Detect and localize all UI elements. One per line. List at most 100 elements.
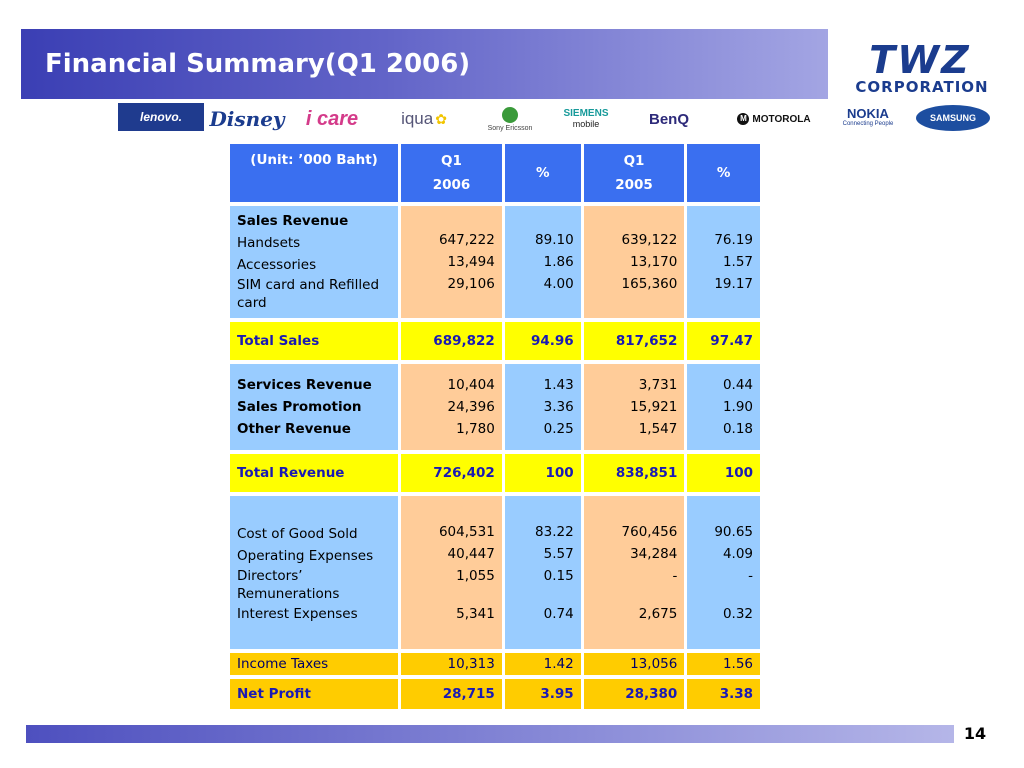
services-revenue-pct-2005: 0.44: [722, 377, 753, 393]
net-profit-row: Net Profit 28,715 3.95 28,380 3.38: [230, 679, 760, 713]
sim-card-q1-2006: 29,106: [447, 276, 495, 292]
net-profit-q1-2005: 28,380: [583, 679, 688, 713]
sales-promotion-label: Sales Promotion: [237, 399, 362, 415]
other-revenue-q1-2006-value: 1,780: [456, 421, 495, 437]
income-taxes-pct-2006: 1.42: [504, 653, 584, 679]
services-revenue-label: Services Revenue: [237, 377, 372, 393]
handsets-label: Handsets: [237, 235, 301, 251]
sim-card-label: SIM card and Refilled card: [237, 277, 380, 311]
footer-bar: [26, 725, 954, 743]
income-taxes-label: Income Taxes: [230, 653, 402, 679]
total-revenue-pct-2005: 100: [687, 454, 760, 496]
motorola-batwing-icon: M: [737, 113, 750, 125]
disney-logo: Disney: [209, 107, 285, 131]
spacer: [408, 215, 495, 229]
total-revenue-q1-2006: 726,402: [401, 454, 505, 496]
expenses-section: Cost of Good Sold Operating Expenses Dir…: [230, 496, 760, 653]
header-q1-2006-quarter: Q1: [441, 153, 462, 169]
expenses-pct-2005: 90.65 4.09 - 0.32: [687, 496, 760, 653]
sony-ericsson-text: Sony Ericsson: [487, 124, 533, 132]
interest-expenses-label: Interest Expenses: [237, 606, 358, 622]
flower-icon: ✿: [435, 110, 447, 127]
nokia-slogan: Connecting People: [842, 121, 894, 127]
spacer: [694, 215, 753, 229]
header-q1-2006: Q1 2006: [401, 144, 505, 206]
handsets-pct-2005: 76.19: [714, 232, 753, 248]
header-q1-2005-year: 2005: [615, 177, 653, 193]
sales-promotion-q1-2005: 15,921: [630, 399, 678, 415]
handsets-q1-2006: 647,222: [438, 232, 495, 248]
cogs-q1-2005: 760,456: [621, 524, 678, 540]
cogs-pct-2006: 83.22: [535, 524, 574, 540]
header-unit: (Unit: ’000 Baht): [230, 144, 402, 206]
brand-logo-strip: lenovo. Disney i care iqua ✿ Sony Ericsso…: [118, 101, 998, 139]
accessories-q1-2005: 13,170: [630, 254, 678, 270]
corp-logo-name: TWZ: [869, 38, 971, 82]
total-revenue-row: Total Revenue 726,402 100 838,851 100: [230, 454, 760, 496]
motorola-logo: M MOTOROLA: [726, 101, 822, 137]
siemens-mobile-logo: SIEMENS mobile: [554, 101, 618, 137]
expenses-labels: Cost of Good Sold Operating Expenses Dir…: [230, 496, 402, 653]
cogs-pct-2005: 90.65: [714, 524, 753, 540]
net-profit-pct-2005: 3.38: [687, 679, 760, 713]
directors-remunerations-label: Directors’ Remunerations: [237, 568, 340, 602]
operating-expenses-q1-2006: 40,447: [447, 546, 495, 562]
spacer: [694, 295, 753, 309]
other-revenue-pct-2005-value: 0.18: [722, 421, 753, 437]
other-revenue-q1-2005-value: 1,547: [638, 421, 678, 437]
expenses-q1-2006: 604,531 40,447 1,055 5,341: [401, 496, 505, 653]
sales-promotion-q1-2006: 24,396: [447, 399, 495, 415]
operating-expenses-label: Operating Expenses: [237, 548, 374, 564]
sim-card-pct-2005: 19.17: [714, 276, 753, 292]
sony-ericsson-ball-icon: [502, 106, 518, 123]
operating-expenses-pct-2006: 5.57: [543, 546, 574, 562]
net-profit-pct-2006: 3.95: [504, 679, 584, 713]
spacer: [512, 215, 574, 229]
benq-logo: BenQ: [648, 110, 689, 128]
siemens-text: SIEMENS: [563, 108, 609, 119]
other-revenue-labels: Services Revenue Sales Promotion Other R…: [230, 364, 402, 454]
spacer: [512, 295, 574, 309]
services-revenue-q1-2005: 3,731: [638, 377, 678, 393]
page-number: 14: [963, 724, 987, 743]
other-revenue-q1-2006: 10,404 24,396 1,780: [401, 364, 505, 454]
total-sales-q1-2005: 817,652: [583, 322, 688, 364]
cogs-q1-2006: 604,531: [438, 524, 495, 540]
sim-card-pct-2006: 4.00: [543, 276, 574, 292]
net-profit-label: Net Profit: [230, 679, 402, 713]
sales-revenue-pct-2005: 76.19 1.57 19.17: [687, 206, 760, 322]
sales-revenue-pct-2006: 89.10 1.86 4.00: [504, 206, 584, 322]
header-q1-2006-year: 2006: [432, 177, 471, 193]
total-revenue-pct-2006: 100: [504, 454, 584, 496]
accessories-pct-2005: 1.57: [722, 254, 753, 270]
handsets-pct-2006: 89.10: [535, 232, 574, 248]
twz-corporation-logo: TWZ CORPORATION: [836, 40, 1004, 100]
directors-remunerations-pct-2005: -: [748, 568, 753, 584]
income-taxes-pct-2005: 1.56: [687, 653, 760, 679]
directors-remunerations-pct-2006: 0.15: [543, 568, 574, 584]
financial-summary-table: (Unit: ’000 Baht) Q1 2006 % Q1 2005 % Sa…: [230, 144, 760, 713]
interest-expenses-q1-2006: 5,341: [456, 606, 495, 622]
nokia-logo: NOKIA Connecting People: [834, 101, 902, 137]
header-pct-2006: %: [504, 144, 584, 206]
directors-remunerations-q1-2006: 1,055: [456, 568, 495, 584]
page-title: Financial Summary(Q1 2006): [45, 49, 471, 79]
handsets-q1-2005: 639,122: [621, 232, 678, 248]
title-bar: Financial Summary(Q1 2006): [21, 29, 828, 99]
other-revenue-pct-2006-value: 0.25: [543, 421, 574, 437]
spacer: [591, 215, 678, 229]
interest-expenses-pct-2005: 0.32: [722, 606, 753, 622]
header-q1-2005: Q1 2005: [583, 144, 688, 206]
header-pct-2005: %: [687, 144, 760, 206]
income-taxes-q1-2005: 13,056: [583, 653, 688, 679]
sales-revenue-q1-2005: 639,122 13,170 165,360: [583, 206, 688, 322]
other-revenue-section: Services Revenue Sales Promotion Other R…: [230, 364, 760, 454]
accessories-label: Accessories: [237, 257, 317, 273]
sales-promotion-pct-2006: 3.36: [543, 399, 574, 415]
sales-revenue-heading: Sales Revenue: [237, 213, 349, 229]
sales-promotion-pct-2005: 1.90: [722, 399, 753, 415]
total-revenue-label: Total Revenue: [230, 454, 402, 496]
operating-expenses-pct-2005: 4.09: [722, 546, 753, 562]
iqua-logo: iqua ✿: [386, 101, 462, 137]
spacer: [408, 295, 495, 309]
